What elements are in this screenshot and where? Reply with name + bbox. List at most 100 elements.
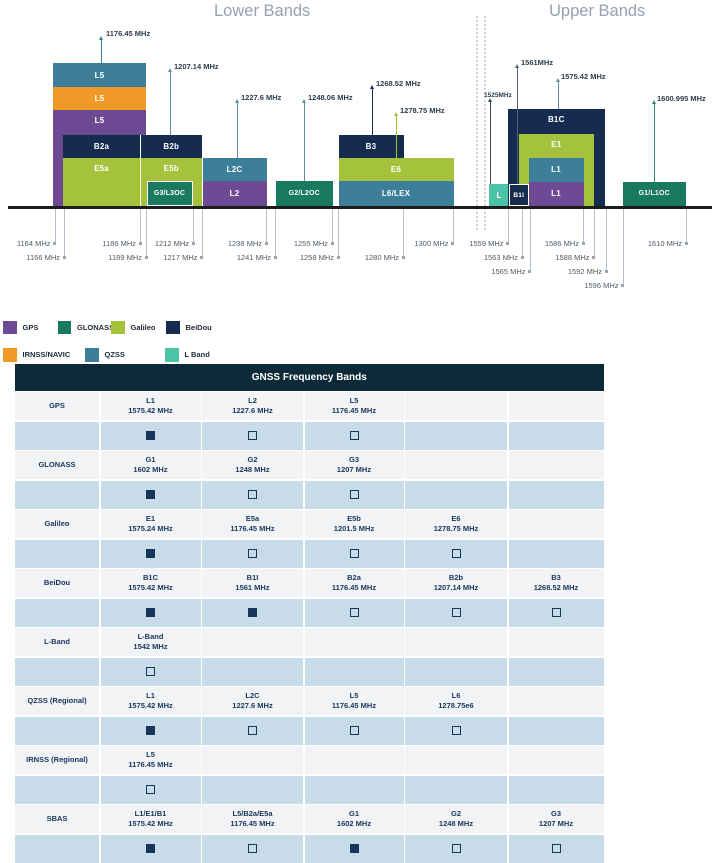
band-block-l5-irnss: L5 (53, 87, 146, 110)
annotation-text: 1227.6 MHz (241, 93, 282, 102)
checkbox-checked-icon (146, 490, 155, 499)
band-frequency: 1561 MHz (235, 583, 270, 592)
band-frequency: 1248 MHz (438, 819, 474, 828)
band-frequency: 1227.6 MHz (232, 701, 273, 710)
baseline-leader-line (266, 209, 267, 243)
band-name: B1C (142, 573, 158, 582)
band-cell-qzss-regional--l1: L1 1575.42 MHz (100, 687, 201, 715)
legend-item-galileo: Galileo (111, 320, 156, 334)
band-cell-beidou-b1i: B1I 1561 MHz (202, 569, 303, 597)
baseline-label-text: 1610 MHz (647, 238, 682, 248)
baseline-leader-line (140, 209, 141, 243)
baseline-label-text: 1212 MHz (154, 238, 189, 248)
band-cell-empty (508, 628, 604, 656)
legend-swatch-qzss (85, 348, 99, 362)
baseline-label-text: 1300 MHz (414, 238, 449, 248)
checkbox-checked-icon (146, 549, 155, 558)
annotation-text: 1600.995 MHz (657, 94, 706, 103)
baseline-label-text: 1164 MHz (16, 238, 51, 248)
band-cell-sbas-g2: G2 1248 MHz (405, 805, 507, 833)
system-cell-beidou: BeiDou (15, 569, 99, 597)
baseline-label-text: 1189 MHz (108, 253, 142, 262)
baseline-leader-dot (53, 241, 56, 245)
band-label: B2b (163, 142, 180, 151)
annotation-line (653, 104, 655, 182)
checkbox-checked-icon (248, 608, 257, 617)
baseline-leader-line (507, 209, 509, 243)
checkbox-unchecked-icon (248, 726, 257, 735)
annotation-line (372, 89, 373, 135)
checkbox-checked-icon (146, 608, 155, 617)
legend-label: GPS (22, 322, 39, 332)
legend-item-irnss-navic: IRNSS/NAVIC (3, 348, 70, 362)
band-cell-beidou-b3: B3 1268.52 MHz (508, 569, 604, 597)
baseline-leader-dot (621, 284, 624, 287)
band-cell-empty (405, 451, 507, 479)
annotation-line (396, 116, 397, 158)
annotation-text: 1575.42 MHz (561, 72, 606, 81)
band-label: G2/L2OC (288, 190, 320, 197)
annotation-up-arrow-icon (651, 100, 656, 104)
baseline-leader-dot (336, 256, 340, 259)
band-name: L5/B2a/E5a (232, 809, 273, 818)
system-name: GLONASS (38, 460, 76, 469)
band-name: B1I (246, 573, 259, 582)
checkbox-unchecked-icon (451, 844, 461, 853)
band-name: E5a (245, 514, 260, 523)
system-name: L-Band (44, 637, 70, 646)
baseline-leader-line (686, 209, 687, 243)
system-name: QZSS (Regional) (27, 696, 87, 705)
band-cell-galileo-e5a: E5a 1176.45 MHz (202, 510, 303, 538)
band-cell-empty (508, 746, 604, 774)
checkbox-cell (100, 539, 201, 568)
legend-swatch-beidou (166, 320, 180, 334)
checkbox-cell (100, 716, 201, 745)
band-label: E5b (163, 164, 179, 173)
checkbox-cell (304, 598, 404, 627)
baseline-label-text: 1280 MHz (364, 253, 399, 262)
baseline-label-text: 1217 MHz (163, 253, 198, 262)
band-frequency: 1575.42 MHz (128, 583, 173, 592)
checkbox-cell (202, 421, 303, 450)
band-label: L5 (94, 94, 105, 103)
band-label: B3 (365, 141, 377, 151)
baseline-leader-dot (401, 256, 405, 259)
checkbox-cell (100, 657, 201, 686)
baseline-label-text: 1586 MHz (544, 238, 579, 248)
band-frequency: 1227.6 MHz (232, 406, 273, 415)
band-cell-gps-l1: L1 1575.42 MHz (100, 392, 201, 420)
annotation-line (237, 103, 238, 158)
band-name: G3 (348, 455, 359, 464)
band-cell-empty (508, 392, 604, 420)
band-cell-empty (508, 510, 604, 538)
baseline-label-text: 1563 MHz (483, 253, 518, 262)
legend-label: IRNSS/NAVIC (22, 350, 71, 360)
band-frequency: 1176.45 MHz (128, 760, 173, 769)
legend-swatch-lband (165, 348, 179, 362)
checkbox-cell (100, 834, 201, 863)
band-cell-empty (405, 392, 507, 420)
checkbox-cell (405, 775, 507, 804)
checkbox-cell (304, 834, 404, 863)
baseline-leader-dot (144, 256, 148, 259)
checkbox-unchecked-icon (146, 785, 155, 794)
system-cell-glonass: GLONASS (15, 451, 99, 479)
annotation-line (517, 68, 518, 184)
checkbox-cell (304, 775, 404, 804)
band-frequency: 1248 MHz (235, 465, 270, 474)
band-cell-glonass-g1: G1 1602 MHz (100, 451, 201, 479)
baseline-leader-line (403, 209, 404, 258)
band-frequency: 1207 MHz (336, 465, 372, 474)
band-cell-beidou-b2b: B2b 1207.14 MHz (405, 569, 507, 597)
band-cell-sbas-l1-e1-b1: L1/E1/B1 1575.42 MHz (100, 805, 201, 833)
baseline-leader-line (529, 209, 531, 272)
band-name: E5b (347, 514, 361, 523)
band-cell-glonass-g3: G3 1207 MHz (304, 451, 404, 479)
checkbox-cell (100, 421, 201, 450)
band-label: E1 (551, 140, 562, 149)
checkbox-cell (304, 716, 404, 745)
checkbox-cell (508, 480, 604, 509)
band-cell-empty (508, 687, 604, 715)
band-cell-glonass-g2: G2 1248 MHz (202, 451, 303, 479)
baseline-leader-line (332, 209, 333, 243)
